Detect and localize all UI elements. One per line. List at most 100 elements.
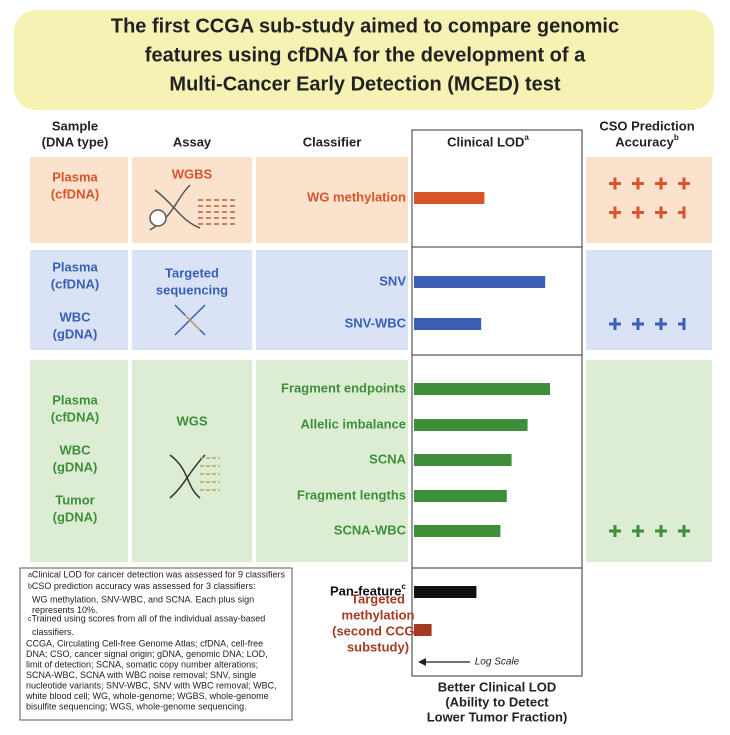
scale-label: Log Scale	[475, 657, 520, 668]
assay-label: WGBS	[172, 166, 213, 181]
sample-label: (gDNA)	[53, 509, 98, 524]
scale-label-bg	[470, 655, 526, 669]
footnote: WG methylation, SNV-WBC, and SCNA. Each …	[32, 594, 254, 604]
abbreviation: SCNA-WBC, SCNA with WBC noise removal; S…	[26, 670, 256, 680]
sample-label: Plasma	[52, 169, 98, 184]
header: Accuracyb	[615, 133, 679, 149]
abbreviation: DNA; CSO, cancer signal origin; gDNA, ge…	[26, 649, 268, 659]
sample-label: Tumor	[55, 492, 94, 507]
plus-sign	[609, 525, 621, 537]
plus-sign	[632, 318, 644, 330]
dna-icon	[149, 184, 238, 499]
abbreviation: limit of detection; SCNA, somatic copy n…	[26, 659, 258, 669]
sample-label: (cfDNA)	[51, 409, 99, 424]
lod-bar	[414, 624, 432, 636]
section-band	[256, 157, 408, 243]
sample-label: (cfDNA)	[51, 276, 99, 291]
plus-sign	[609, 206, 621, 219]
lod-bar	[414, 383, 550, 395]
classifier-label: Pan-featurec	[330, 582, 407, 598]
cso-plus-group	[609, 177, 690, 219]
title: features using cfDNA for the development…	[145, 44, 586, 66]
title: Multi-Cancer Early Detection (MCED) test	[169, 73, 561, 95]
plus-sign	[678, 318, 686, 330]
section-band	[586, 360, 712, 562]
lod-bar	[414, 490, 507, 502]
plus-sign	[632, 177, 644, 190]
cso-plus-group	[609, 525, 690, 537]
plus-sign	[655, 318, 667, 330]
footnote-mark: c	[28, 616, 32, 623]
plus-sign	[632, 525, 644, 537]
sample-label: (cfDNA)	[51, 186, 99, 201]
lod-bar	[414, 192, 485, 204]
superscript: b	[674, 133, 679, 142]
plus-sign	[678, 525, 690, 537]
axis-label: (Ability to Detect	[445, 694, 549, 709]
footnote-mark: b	[28, 583, 32, 590]
section-band	[586, 157, 712, 243]
section-band	[30, 250, 128, 350]
lod-bar	[414, 454, 512, 466]
lod-bar	[414, 419, 528, 431]
footnote: bCSO prediction accuracy was assessed fo…	[28, 581, 256, 591]
section-band	[132, 360, 252, 562]
header: (DNA type)	[42, 134, 109, 149]
plus-sign	[655, 206, 667, 219]
section-band	[586, 250, 712, 350]
plus-sign	[655, 177, 667, 190]
footnote: aClinical LOD for cancer detection was a…	[28, 569, 286, 579]
header: Clinical LODa	[447, 133, 529, 149]
superscript: a	[524, 133, 529, 142]
assay-label: Targeted	[165, 265, 219, 280]
sample-label: Plasma	[52, 259, 98, 274]
classifier-label: Allelic imbalance	[301, 416, 407, 431]
classifier-label: (second CCGA	[332, 623, 424, 638]
section-band	[30, 360, 128, 562]
footnote: classifiers.	[32, 627, 74, 637]
header: Sample	[52, 118, 98, 133]
abbreviation: CCGA, Circulating Cell-free Genome Atlas…	[26, 638, 263, 648]
section-band	[256, 360, 408, 562]
classifier-label: Fragment endpoints	[281, 380, 406, 395]
title-box	[14, 10, 714, 110]
lod-bar	[414, 318, 482, 330]
assay-label: sequencing	[156, 282, 228, 297]
axis-label: Better Clinical LOD	[438, 679, 556, 694]
header: Assay	[173, 134, 212, 149]
classifier-label: substudy)	[347, 639, 409, 654]
plus-sign	[632, 206, 644, 219]
axis-arrow-head	[418, 658, 426, 666]
sample-label: Plasma	[52, 392, 98, 407]
footnote-box	[19, 567, 293, 721]
superscript: c	[402, 582, 407, 591]
plus-sign	[609, 177, 621, 190]
footnote: represents 10%.	[32, 605, 98, 615]
classifier-label: SCNA-WBC	[334, 522, 407, 537]
classifier-label: Targeted	[351, 591, 405, 606]
sample-label: (gDNA)	[53, 326, 98, 341]
classifier-label: Fragment lengths	[297, 487, 406, 502]
plus-sign	[609, 318, 621, 330]
lod-bar	[414, 276, 546, 288]
classifier-label: methylation	[342, 607, 415, 622]
sample-label: WBC	[59, 442, 91, 457]
plus-sign	[678, 206, 686, 219]
section-band	[256, 250, 408, 350]
plus-sign	[678, 177, 690, 190]
axis-label: Lower Tumor Fraction)	[427, 709, 568, 724]
lod-panel	[411, 129, 583, 677]
header: Classifier	[303, 134, 362, 149]
abbreviation: white blood cell; WG, whole-genome; WGBS…	[25, 691, 269, 701]
classifier-label: SCNA	[369, 451, 406, 466]
abbreviation: bisulfite sequencing; WGS, whole-genome …	[26, 701, 247, 711]
sample-label: WBC	[59, 309, 91, 324]
footnote: cTrained using scores from all of the in…	[28, 613, 265, 623]
assay-label: WGS	[176, 413, 207, 428]
header: CSO Prediction	[599, 118, 694, 133]
classifier-label: WG methylation	[307, 189, 406, 204]
lod-bar	[414, 525, 501, 537]
footnote-mark: a	[28, 572, 32, 579]
section-band	[30, 157, 128, 243]
classifier-label: SNV-WBC	[345, 315, 407, 330]
